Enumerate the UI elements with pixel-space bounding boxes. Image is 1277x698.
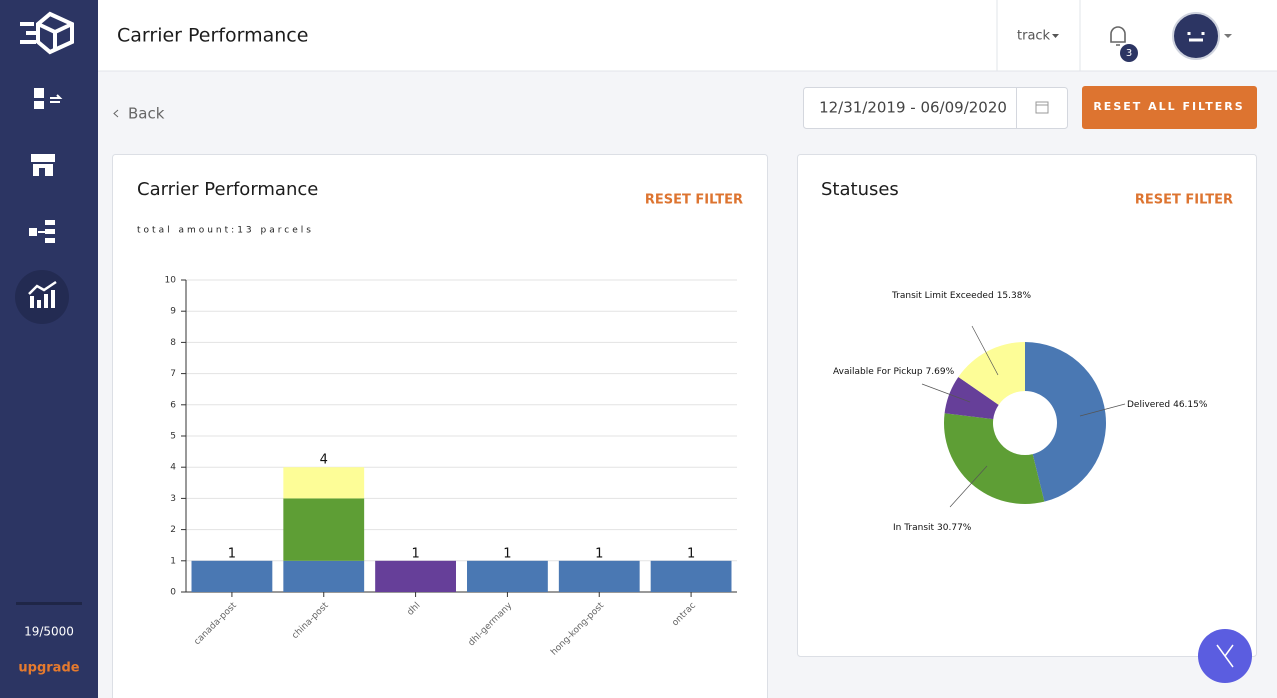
nav-tree[interactable] [29,220,55,243]
bar-segment [558,560,640,592]
bar-total: 1 [503,546,511,561]
pie-label: In Transit 30.77% [893,523,972,533]
leader-line [1079,403,1126,417]
back-arrow[interactable] [113,109,119,118]
card-title: Carrier Performance [137,179,318,200]
y-tick-label: 1 [170,556,176,566]
badge-count: 3 [1126,48,1132,59]
avatar[interactable] [1172,12,1220,60]
y-tick-label: 6 [170,400,176,410]
pie-label-name: Transit Limit Exceeded [891,291,994,301]
reset-filter[interactable]: RESET FILTER [645,193,743,208]
badge [1120,44,1138,62]
usage-bar [16,602,82,605]
track-menu[interactable]: track [1017,29,1051,44]
leader-line [949,465,988,508]
usage: 19/5000 [24,625,74,639]
calendar-icon[interactable] [1035,101,1049,114]
pie-slice [1025,342,1106,502]
bar-segment [650,560,732,592]
bar-total: 1 [595,546,603,561]
caret [1052,34,1059,38]
pie-slice [944,376,999,420]
y-tick-label: 5 [170,432,176,442]
card-subtitle: total amount:13 parcels [137,226,314,236]
nav-store[interactable] [31,154,55,176]
logo[interactable] [20,11,74,55]
pie-label: Delivered 46.15% [1127,400,1208,410]
avatar-face [1187,32,1205,42]
y-tick-label: 7 [170,369,176,379]
bar-total: 1 [411,546,419,561]
y-tick-label: 9 [170,307,176,317]
bar-segment [283,498,365,561]
pie-label-name: Available For Pickup [833,367,923,377]
bell[interactable] [1110,26,1126,46]
bar-total: 1 [687,546,695,561]
y-tick-label: 8 [170,338,176,348]
caret [1224,34,1232,38]
reset-all-label[interactable]: RESET ALL FILTERS [1093,100,1244,113]
y-tick-label: 10 [165,276,177,286]
date-range[interactable]: 12/31/2019 - 06/09/2020 [819,99,1007,117]
y-tick-label: 2 [170,525,176,535]
upgrade-link[interactable]: upgrade [18,661,79,676]
y-tick-label: 4 [170,463,176,473]
pie-label-name: In Transit [893,523,935,533]
pie-label: Transit Limit Exceeded 15.38% [891,291,1031,301]
pie-label-value: 7.69% [926,367,955,377]
pie-label-name: Delivered [1127,400,1170,410]
bar-total: 4 [320,453,328,468]
pie-label: Available For Pickup 7.69% [833,367,955,377]
card [112,154,768,698]
date-picker[interactable] [803,87,1068,129]
back-link[interactable]: Back [128,105,165,123]
pie-label-value: 15.38% [997,291,1032,301]
page-title: Carrier Performance [117,25,308,47]
leader-line [971,325,999,376]
reset-all-button[interactable] [1082,86,1257,129]
bar-segment [283,560,365,592]
pie-slice [944,413,1045,504]
nav-analytics[interactable] [28,280,57,308]
reset-filter[interactable]: RESET FILTER [1135,193,1233,208]
nav-parcels[interactable] [34,88,63,109]
y-tick-label: 3 [170,494,176,504]
card-title: Statuses [821,179,899,200]
bar-segment [375,560,456,592]
sidebar [0,0,98,698]
bar-total: 1 [228,546,236,561]
pie-label-value: 30.77% [937,523,972,533]
bar-segment [283,467,365,499]
bar-segment [191,560,273,592]
pie-label-value: 46.15% [1173,400,1208,410]
leader-line [921,383,971,403]
bar-segment [467,560,548,592]
pie-slice [958,342,1025,405]
card [797,154,1257,657]
nav-active[interactable] [15,270,69,324]
y-tick-label: 0 [170,588,176,598]
chat-icon [1216,644,1234,668]
